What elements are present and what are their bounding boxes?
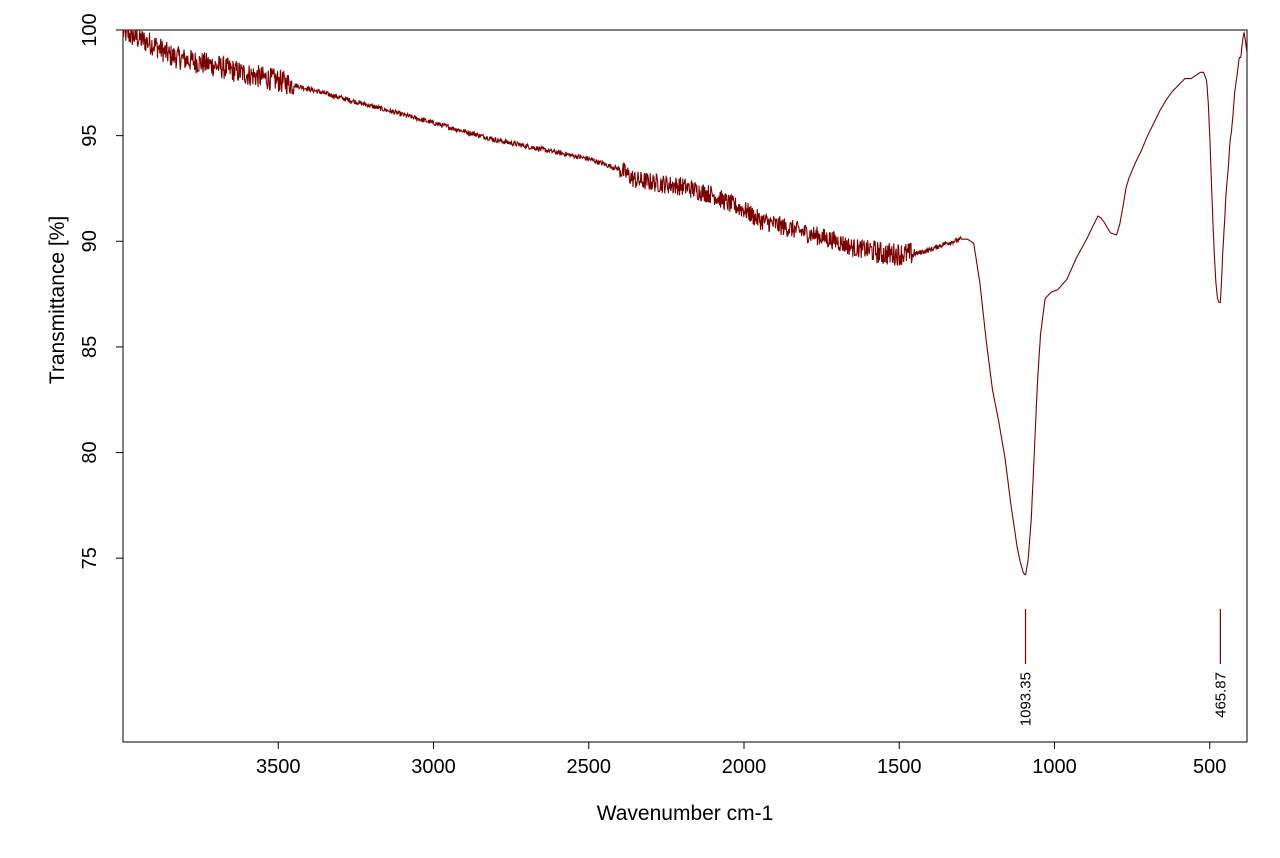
x-axis-title: Wavenumber cm-1 <box>597 802 774 825</box>
y-tick-label: 75 <box>79 547 101 569</box>
y-tick-label: 90 <box>79 230 101 252</box>
y-tick-label: 100 <box>79 13 101 46</box>
x-tick-label: 500 <box>1193 756 1226 778</box>
y-axis-title: Transmittance [%] <box>46 216 69 384</box>
peak-labels: 1093.35 465.87 <box>1018 609 1229 726</box>
x-tick-label: 2500 <box>566 756 611 778</box>
peak-label: 1093.35 <box>1018 672 1035 726</box>
x-tick-label: 1500 <box>877 756 922 778</box>
y-axis: 75 80 85 90 95 100 <box>79 13 123 569</box>
y-tick-label: 85 <box>79 336 101 358</box>
plot-area <box>122 29 1248 743</box>
y-tick-label: 95 <box>79 125 101 147</box>
peak-label: 465.87 <box>1212 672 1229 718</box>
x-tick-label: 2000 <box>722 756 767 778</box>
spectrum-series-line <box>122 29 1248 576</box>
x-tick-label: 3500 <box>256 756 301 778</box>
y-tick-label: 80 <box>79 441 101 463</box>
x-tick-label: 3000 <box>411 756 456 778</box>
x-axis: 3500 3000 2500 2000 1500 1000 500 <box>256 742 1226 778</box>
x-tick-label: 1000 <box>1032 756 1077 778</box>
